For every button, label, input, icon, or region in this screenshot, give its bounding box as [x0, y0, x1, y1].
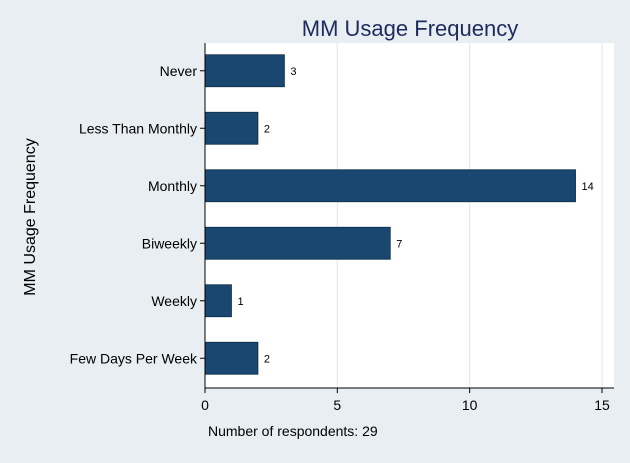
bar-value-label: 14	[582, 181, 594, 193]
bar-value-label: 2	[264, 353, 270, 365]
category-label: Never	[160, 63, 198, 79]
respondents-note: Number of respondents: 29	[208, 423, 378, 439]
bar	[204, 284, 232, 318]
category-label: Few Days Per Week	[70, 350, 198, 366]
bar-value-label: 7	[396, 238, 402, 250]
bar	[204, 111, 259, 145]
plot-area	[205, 43, 614, 388]
x-tick-label: 10	[462, 397, 478, 413]
category-label: Monthly	[148, 178, 197, 194]
bar-value-label: 1	[237, 296, 243, 308]
category-label: Weekly	[151, 293, 197, 309]
bar	[204, 226, 391, 260]
axes: Never Less Than Monthly Monthly Biweekly Wee…	[70, 43, 614, 413]
bar-value-label: 2	[264, 123, 270, 135]
x-tick-label: 15	[594, 397, 610, 413]
chart-title: MM Usage Frequency	[302, 16, 518, 41]
category-label: Less Than Monthly	[79, 120, 197, 136]
x-tick-label: 5	[333, 397, 341, 413]
grid-lines	[336, 43, 603, 388]
bar	[204, 54, 285, 88]
bar-value-label: 3	[290, 66, 296, 78]
x-tick-label: 0	[201, 397, 209, 413]
bar	[204, 341, 259, 375]
y-axis-title: MM Usage Frequency	[22, 138, 39, 295]
category-label: Biweekly	[142, 235, 197, 251]
bar	[204, 169, 576, 203]
bars: 3 2 14 7 1 2	[204, 54, 594, 375]
